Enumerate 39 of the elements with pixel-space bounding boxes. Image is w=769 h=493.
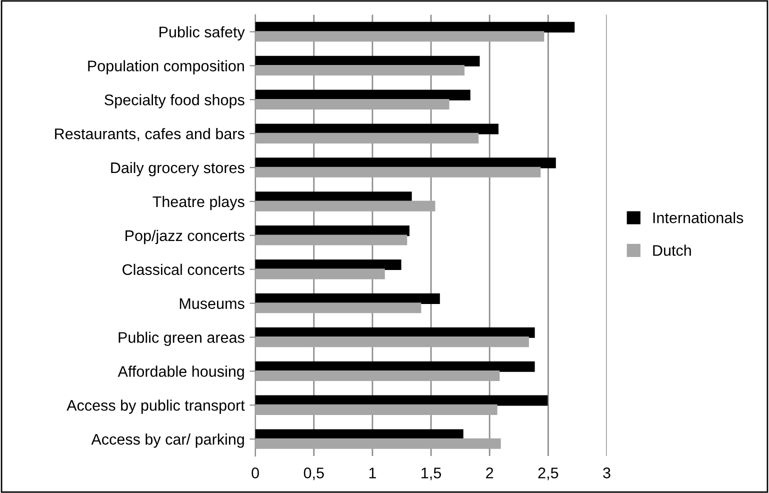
- bar: [255, 124, 498, 134]
- legend-label: Internationals: [653, 212, 744, 224]
- bar: [255, 65, 465, 76]
- y-tick-label: Public safety: [160, 26, 245, 40]
- y-tick-label: Pop/jazz concerts: [126, 230, 244, 244]
- bar: [255, 98, 450, 110]
- bar: [255, 336, 529, 348]
- bar: [255, 404, 498, 415]
- y-tick-label: Museums: [180, 298, 244, 309]
- bar: [255, 192, 412, 202]
- bar: [255, 302, 422, 314]
- y-tick-label: Public green areas: [118, 332, 244, 346]
- y-tick-label: Access by car/ parking: [91, 434, 244, 448]
- legend-label: Dutch: [653, 244, 691, 256]
- y-tick-label: Theatre plays: [152, 196, 244, 210]
- y-tick-label: Daily grocery stores: [111, 162, 244, 176]
- bar: [255, 438, 501, 449]
- y-tick-label: Restaurants, cafes and bars: [55, 128, 244, 142]
- x-tick-label: 1: [369, 468, 376, 478]
- bar: [255, 158, 556, 168]
- y-tick-label: Access by public transport: [66, 400, 245, 414]
- y-tick-label: Specialty food shops: [104, 94, 244, 108]
- bar: [255, 200, 436, 212]
- x-tick-label: 0: [252, 468, 259, 478]
- x-tick-label: 2,5: [538, 468, 558, 480]
- bar: [255, 268, 385, 280]
- bar: [255, 234, 408, 246]
- y-tick-label: Classical concerts: [122, 264, 244, 276]
- x-tick-label: 0,5: [304, 468, 324, 480]
- x-tick-label: 1,5: [422, 468, 442, 480]
- y-tick-label: Population composition: [88, 60, 244, 74]
- bar: [255, 31, 544, 42]
- bar: [255, 132, 479, 144]
- x-tick-label: 3: [603, 468, 610, 478]
- x-tick-label: 2: [486, 468, 494, 478]
- y-tick-label: Affordable housing: [118, 366, 244, 380]
- bar: [255, 370, 500, 382]
- bar: [255, 166, 541, 178]
- bar: [255, 429, 464, 440]
